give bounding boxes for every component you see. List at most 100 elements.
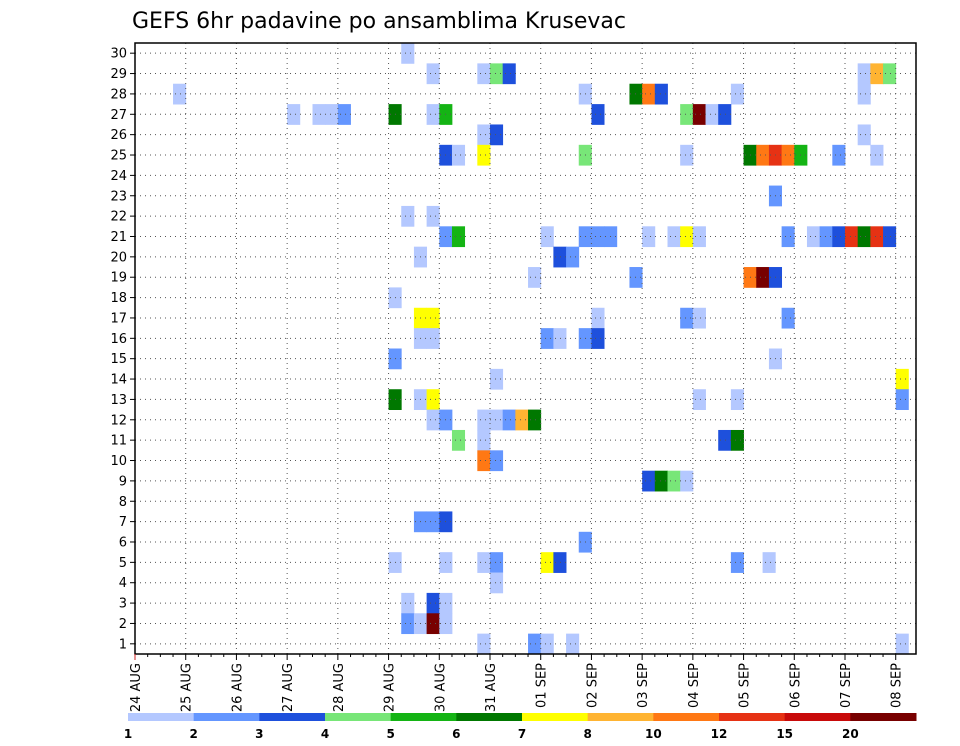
legend-label: 10 bbox=[645, 727, 662, 741]
heatmap-cell bbox=[490, 450, 504, 472]
heatmap-cell bbox=[540, 552, 554, 573]
legend-label: 1 bbox=[124, 727, 132, 741]
heatmap-cell bbox=[819, 226, 833, 248]
heatmap-cell bbox=[591, 328, 605, 349]
heatmap-cell bbox=[642, 226, 656, 248]
x-tick-label: 31 AUG bbox=[484, 663, 499, 712]
heatmap-cell bbox=[692, 226, 706, 248]
heatmap-cell bbox=[490, 572, 504, 594]
y-tick-label: 30 bbox=[110, 47, 127, 62]
legend-label: 7 bbox=[518, 727, 526, 741]
heatmap-cell bbox=[781, 307, 795, 329]
legend-color-swatch bbox=[653, 713, 720, 721]
heatmap-cell bbox=[591, 104, 605, 125]
heatmap-cell bbox=[540, 633, 554, 655]
heatmap-cell bbox=[667, 470, 681, 492]
y-tick-label: 13 bbox=[110, 393, 127, 408]
heatmap-cell bbox=[451, 226, 466, 248]
heatmap-cell bbox=[477, 552, 491, 573]
heatmap-cell bbox=[762, 552, 776, 573]
heatmap-cell bbox=[553, 552, 567, 573]
y-tick-label: 25 bbox=[110, 149, 127, 164]
heatmap-cell bbox=[895, 368, 909, 390]
legend-label: 4 bbox=[321, 727, 329, 741]
legend-label: 3 bbox=[255, 727, 263, 741]
heatmap-cell bbox=[528, 409, 542, 431]
heatmap-cell bbox=[692, 307, 706, 329]
x-tick-label: 05 SEP bbox=[738, 663, 753, 708]
heatmap-cell bbox=[667, 226, 681, 248]
y-tick-label: 20 bbox=[110, 250, 127, 265]
y-tick-label: 22 bbox=[110, 210, 127, 225]
heatmap-cell bbox=[426, 307, 440, 329]
heatmap-cell bbox=[845, 226, 859, 248]
x-tick-label: 28 AUG bbox=[332, 663, 347, 712]
heatmap-cell bbox=[870, 226, 884, 248]
legend-color-swatch bbox=[587, 713, 654, 721]
heatmap-cell bbox=[756, 267, 770, 288]
x-tick-label: 02 SEP bbox=[585, 663, 600, 708]
heatmap-cell bbox=[680, 144, 694, 166]
heatmap-cell bbox=[325, 104, 339, 125]
heatmap-cell bbox=[806, 226, 821, 248]
legend-label: 2 bbox=[189, 727, 197, 741]
legend-color-swatch bbox=[259, 713, 326, 721]
heatmap-cell bbox=[477, 124, 491, 146]
heatmap-cell bbox=[692, 389, 706, 410]
heatmap-cell bbox=[857, 63, 871, 85]
legend-color-swatch bbox=[325, 713, 392, 721]
heatmap-cell bbox=[515, 409, 529, 431]
heatmap-cell bbox=[477, 409, 491, 431]
heatmap-cell bbox=[477, 63, 491, 85]
heatmap-cell bbox=[718, 429, 732, 451]
heatmap-cell bbox=[451, 144, 466, 166]
heatmap-cell bbox=[426, 104, 440, 125]
y-tick-label: 3 bbox=[119, 597, 127, 612]
y-tick-label: 27 bbox=[110, 108, 127, 123]
heatmap-cell bbox=[528, 267, 542, 288]
heatmap-cell bbox=[857, 124, 871, 146]
heatmap-cell bbox=[426, 328, 440, 349]
y-tick-label: 5 bbox=[119, 556, 127, 571]
heatmap-cell bbox=[680, 470, 694, 492]
heatmap-cell bbox=[287, 104, 301, 125]
chart-title: GEFS 6hr padavine po ansamblima Krusevac bbox=[132, 9, 626, 34]
y-tick-label: 11 bbox=[110, 434, 127, 449]
heatmap-cell bbox=[490, 63, 504, 85]
heatmap-cell bbox=[490, 124, 504, 146]
heatmap-cell bbox=[642, 470, 656, 492]
heatmap-cell bbox=[553, 246, 567, 268]
heatmap-cell bbox=[730, 552, 744, 573]
grid-layer bbox=[135, 43, 916, 654]
heatmap-cell bbox=[426, 592, 440, 614]
x-tick-label: 01 SEP bbox=[535, 663, 550, 708]
x-tick-label: 07 SEP bbox=[839, 663, 854, 708]
heatmap-cell bbox=[832, 144, 846, 166]
heatmap-cell bbox=[756, 144, 770, 166]
heatmap-cell bbox=[426, 613, 440, 635]
heatmap-cell bbox=[477, 633, 491, 655]
heatmap-cell bbox=[654, 83, 668, 105]
y-tick-label: 15 bbox=[110, 352, 127, 367]
axes-layer: 1234567891011121314151617181920212223242… bbox=[110, 42, 917, 712]
heatmap-cell bbox=[857, 83, 871, 105]
heatmap-cell bbox=[528, 633, 542, 655]
heatmap-cell bbox=[591, 307, 605, 329]
heatmap-cell bbox=[173, 83, 187, 105]
heatmap-cell bbox=[426, 511, 440, 533]
x-tick-label: 27 AUG bbox=[281, 663, 296, 712]
heatmap-cell bbox=[642, 83, 656, 105]
legend-label: 8 bbox=[583, 727, 591, 741]
heatmap-cell bbox=[705, 104, 719, 125]
y-tick-label: 10 bbox=[110, 454, 127, 469]
x-tick-label: 25 AUG bbox=[180, 663, 195, 712]
heatmap-cell bbox=[730, 389, 744, 410]
heatmap-cell bbox=[490, 368, 504, 390]
heatmap-cell bbox=[680, 226, 694, 248]
heatmap-cell bbox=[426, 63, 440, 85]
y-tick-label: 1 bbox=[119, 637, 127, 652]
heatmap-cell bbox=[781, 226, 795, 248]
y-tick-label: 29 bbox=[110, 67, 127, 82]
